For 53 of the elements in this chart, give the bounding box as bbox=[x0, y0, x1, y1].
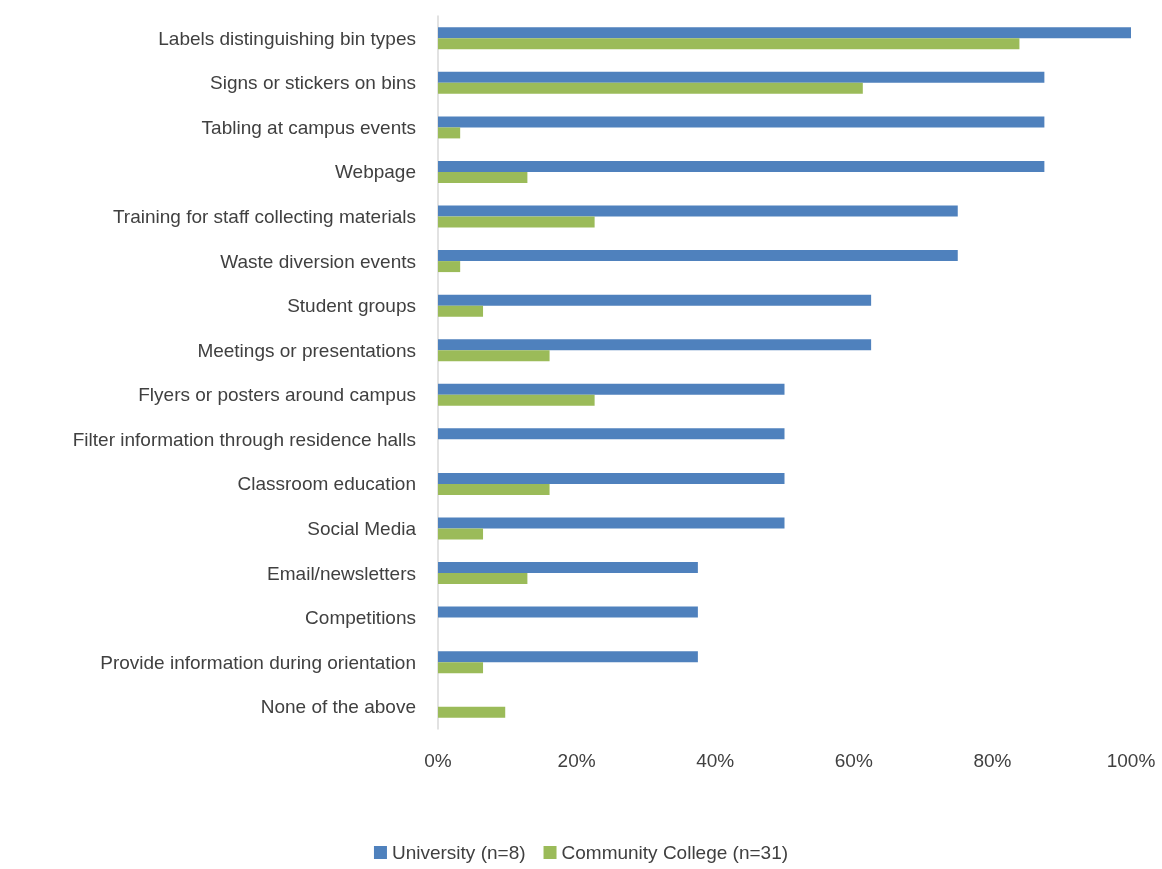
y-tick-label: Flyers or posters around campus bbox=[138, 384, 416, 406]
x-tick-label: 40% bbox=[696, 750, 735, 771]
y-tick-label: Student groups bbox=[287, 295, 416, 317]
bar bbox=[438, 383, 785, 395]
y-tick-label: Email/newsletters bbox=[267, 562, 416, 584]
bar bbox=[438, 428, 785, 440]
bar bbox=[438, 38, 1020, 50]
y-tick-label: Signs or stickers on bins bbox=[210, 72, 416, 94]
bar bbox=[438, 82, 863, 94]
bar bbox=[438, 27, 1131, 39]
y-tick-label: Social Media bbox=[307, 517, 417, 539]
bar bbox=[438, 528, 484, 540]
x-tick-label: 60% bbox=[834, 750, 873, 771]
bar bbox=[438, 294, 872, 306]
y-tick-label: Meetings or presentations bbox=[197, 339, 416, 361]
bar bbox=[438, 483, 550, 495]
x-tick-label: 0% bbox=[424, 750, 452, 771]
bar bbox=[438, 250, 958, 262]
y-tick-label: Training for staff collecting materials bbox=[112, 206, 416, 228]
bar bbox=[438, 205, 958, 217]
bar bbox=[438, 706, 506, 718]
bar bbox=[438, 216, 595, 228]
bar bbox=[438, 160, 1045, 172]
y-tick-label: Provide information during orientation bbox=[100, 651, 416, 673]
bar bbox=[438, 573, 528, 585]
bar bbox=[438, 662, 484, 674]
bar bbox=[438, 394, 595, 406]
x-tick-label: 80% bbox=[973, 750, 1012, 771]
bar bbox=[438, 171, 528, 183]
bar bbox=[438, 116, 1045, 128]
y-tick-label: Classroom education bbox=[237, 473, 416, 495]
legend-label: University (n=8) bbox=[391, 842, 526, 863]
y-tick-label: Waste diversion events bbox=[220, 250, 416, 272]
bar bbox=[438, 305, 484, 317]
bar bbox=[438, 261, 461, 273]
y-tick-label: Webpage bbox=[335, 161, 416, 183]
y-tick-label: Competitions bbox=[305, 607, 416, 629]
x-tick-label: 100% bbox=[1106, 750, 1156, 771]
y-tick-label: Labels distinguishing bin types bbox=[158, 27, 416, 49]
bar bbox=[438, 606, 698, 618]
bar bbox=[438, 517, 785, 529]
legend-label: Community College (n=31) bbox=[561, 842, 789, 863]
y-tick-label: Tabling at campus events bbox=[201, 116, 416, 138]
bar bbox=[438, 127, 461, 139]
y-tick-label: Filter information through residence halls bbox=[72, 428, 416, 450]
bar bbox=[438, 339, 872, 351]
bar bbox=[438, 71, 1045, 83]
bar bbox=[438, 651, 698, 663]
bar bbox=[438, 472, 785, 484]
y-tick-label: None of the above bbox=[260, 696, 416, 718]
x-tick-label: 20% bbox=[557, 750, 596, 771]
bar bbox=[438, 562, 698, 574]
bar bbox=[438, 350, 550, 362]
